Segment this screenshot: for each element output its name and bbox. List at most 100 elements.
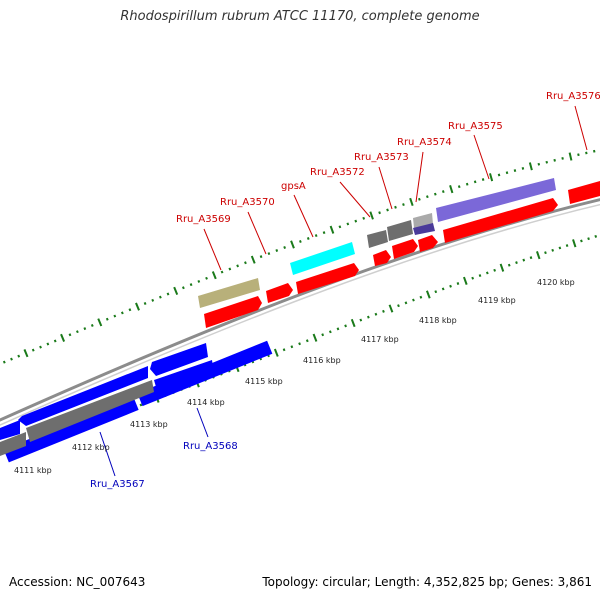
inner-tick xyxy=(382,309,385,313)
outer-tick xyxy=(166,292,170,296)
gene-rru-a3573 xyxy=(392,239,418,259)
inner-tick xyxy=(551,248,555,252)
outer-tick xyxy=(473,180,477,184)
outer-tick xyxy=(68,333,72,337)
gene-gray-3572 xyxy=(367,230,388,248)
inner-tick xyxy=(321,333,325,337)
inner-tick xyxy=(397,304,400,308)
gene-label-rru-a3572: Rru_A3572 xyxy=(310,167,365,178)
outer-tick xyxy=(362,216,366,220)
outer-tick xyxy=(90,323,94,327)
outer-tick xyxy=(513,169,517,172)
gene-rru-a3574 xyxy=(418,235,438,252)
outer-tick xyxy=(489,173,494,182)
inner-tick xyxy=(463,276,468,285)
outer-tick xyxy=(267,252,271,256)
inner-tick xyxy=(298,342,301,346)
outer-tick xyxy=(497,173,501,177)
inner-tick xyxy=(312,333,318,342)
gene-purple-3575 xyxy=(436,178,556,222)
connector-rru-a3572 xyxy=(339,181,371,218)
outer-tick xyxy=(346,222,350,226)
outer-tick xyxy=(378,211,381,215)
outer-tick xyxy=(521,166,525,170)
outer-tick xyxy=(250,255,256,264)
gene-gpsa xyxy=(290,242,355,275)
outer-tick xyxy=(418,197,421,201)
outer-tick xyxy=(39,345,42,349)
outer-tick xyxy=(158,295,162,299)
scale-label-4113: 4113 kbp xyxy=(130,420,168,429)
gene-label-rru-a3575: Rru_A3575 xyxy=(448,121,503,132)
inner-tick xyxy=(449,284,452,288)
inner-tick xyxy=(522,258,526,262)
scale-label-4120: 4120 kbp xyxy=(537,278,575,287)
inner-tick xyxy=(359,318,363,322)
backbone-line-inner xyxy=(0,203,600,426)
inner-tick xyxy=(572,239,577,248)
outer-tick xyxy=(505,171,509,175)
outer-tick xyxy=(143,301,147,305)
outer-tick xyxy=(275,249,279,253)
outer-tick xyxy=(465,182,469,186)
outer-tick xyxy=(561,156,564,160)
outer-tick xyxy=(426,195,429,199)
outer-tick xyxy=(259,255,263,259)
gene-label-rru-a3567: Rru_A3567 xyxy=(90,479,145,490)
outer-tick xyxy=(220,270,224,274)
gene-rru-a3575 xyxy=(443,198,558,243)
inner-tick xyxy=(305,339,309,343)
gene-gray-3567 xyxy=(26,380,154,442)
scale-label-4112: 4112 kbp xyxy=(72,443,110,452)
outer-tick xyxy=(585,151,588,155)
connector-rru-a3569 xyxy=(203,228,222,271)
outer-tick xyxy=(151,298,155,302)
outer-tick xyxy=(299,240,302,243)
inner-tick xyxy=(434,290,438,294)
inner-tick xyxy=(336,327,340,331)
inner-tick xyxy=(529,256,533,260)
inner-tick xyxy=(273,348,279,357)
outer-tick xyxy=(306,237,310,241)
gene-gray-left xyxy=(0,432,26,456)
outer-tick xyxy=(329,225,335,234)
gene-navy-3574 xyxy=(413,223,435,235)
gene-label-rru-a3569: Rru_A3569 xyxy=(176,214,231,225)
inner-tick xyxy=(493,268,496,272)
accession-text: Accession: NC_007643 xyxy=(9,575,146,589)
outer-tick xyxy=(113,314,117,318)
inner-tick xyxy=(499,263,505,272)
gene-rru-a3567-left xyxy=(0,420,20,440)
inner-tick xyxy=(580,239,583,243)
scale-label-4118: 4118 kbp xyxy=(419,316,457,325)
outer-tick xyxy=(481,178,485,181)
connector-rru-a3576 xyxy=(574,105,588,151)
inner-tick xyxy=(367,315,370,319)
outer-tick xyxy=(53,339,57,343)
gene-red-gpsa xyxy=(296,263,359,294)
connector-rru-a3574 xyxy=(415,151,424,203)
outer-tick xyxy=(31,348,35,352)
outer-tick xyxy=(182,286,185,290)
outer-tick xyxy=(46,342,50,346)
outer-tick xyxy=(433,192,437,196)
gene-blue-3568b xyxy=(150,343,208,376)
connector-rru-a3568 xyxy=(196,407,209,438)
scale-label-4116: 4116 kbp xyxy=(303,356,341,365)
inner-tick xyxy=(471,276,475,280)
outer-tick xyxy=(83,327,87,331)
scale-label-4115: 4115 kbp xyxy=(245,377,283,386)
inner-tick xyxy=(565,244,569,248)
outer-tick xyxy=(545,160,548,164)
gene-label-rru-a3574: Rru_A3574 xyxy=(397,137,452,148)
scale-label-4111: 4111 kbp xyxy=(14,466,52,475)
outer-tick xyxy=(2,360,6,364)
outer-tick xyxy=(441,190,445,194)
inner-tick xyxy=(485,271,489,275)
outer-tick xyxy=(10,357,13,361)
gene-olive-3569 xyxy=(198,278,260,308)
connector-rru-a3567 xyxy=(99,431,116,477)
outer-tick xyxy=(386,208,389,212)
outer-tick xyxy=(228,267,232,271)
outer-tick xyxy=(97,318,103,327)
